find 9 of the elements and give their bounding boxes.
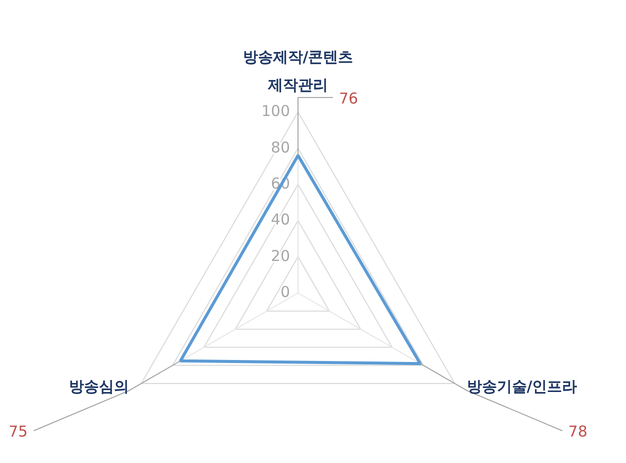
data-label: 75	[8, 422, 28, 441]
y-tick-label: 80	[270, 138, 290, 156]
spoke-label: 방송심의	[69, 378, 130, 396]
y-tick-label: 20	[270, 246, 290, 265]
data-label: 78	[568, 422, 588, 441]
spoke-label: 방송기술/인프라	[466, 378, 578, 396]
y-tick-label: 0	[280, 283, 290, 302]
y-tick-label: 100	[261, 102, 290, 120]
y-tick-label: 40	[270, 210, 290, 229]
